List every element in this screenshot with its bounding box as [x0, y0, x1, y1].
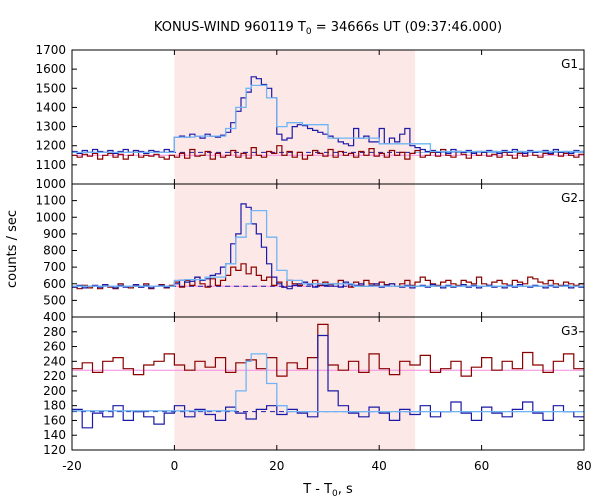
burst-interval-highlight — [174, 50, 416, 184]
y-tick-label: 240 — [43, 354, 66, 368]
y-tick-label: 1200 — [35, 139, 66, 153]
x-tick-label: 20 — [269, 459, 284, 473]
y-tick-label: 1400 — [35, 100, 66, 114]
series-red-histogram — [72, 145, 584, 160]
x-tick-label: 40 — [372, 459, 387, 473]
burst-interval-highlight — [174, 184, 416, 317]
plot-area — [72, 323, 584, 429]
chart-title-main: KONUS-WIND 960119 T — [154, 20, 306, 35]
y-tick-label: 160 — [43, 413, 66, 427]
panels-group: 10001100120013001400150016001700G1400500… — [35, 43, 591, 473]
panel-g2: 400 500 600 700 800 900 1000 1100 G2 — [35, 183, 585, 324]
y-tick-label: 220 — [43, 369, 66, 383]
y-tick-label: 1500 — [35, 81, 66, 95]
y-tick-label: 600 — [43, 277, 66, 291]
y-tick-label: 700 — [43, 260, 66, 274]
x-axis-label-main: T - T — [302, 482, 332, 497]
y-tick-label: 900 — [43, 227, 66, 241]
y-tick-label: 120 — [43, 443, 66, 457]
y-tick-label: 1100 — [35, 158, 66, 172]
burst-interval-highlight — [174, 317, 416, 450]
panel-label: G3 — [561, 324, 578, 338]
series-model-fit — [72, 209, 584, 287]
panel-label: G1 — [561, 57, 578, 71]
y-tick-label: 1300 — [35, 120, 66, 134]
chart-title: KONUS-WIND 960119 T0 = 34666s UT (09:37:… — [154, 20, 502, 37]
y-tick-label: 1600 — [35, 62, 66, 76]
panel-frame — [71, 316, 585, 451]
y-tick-label: 800 — [43, 244, 66, 258]
x-axis-label: T - T0, s — [302, 482, 353, 499]
series-blue-histogram — [72, 334, 584, 429]
y-tick-label: 180 — [43, 399, 66, 413]
y-tick-label: 1000 — [35, 177, 66, 191]
y-tick-label: 200 — [43, 384, 66, 398]
y-tick-label: 400 — [43, 310, 66, 324]
series-model-fit — [72, 84, 584, 154]
panel-g1: 1000 1100 1200 1300 1400 1500 1600 1700 G1 — [35, 43, 585, 191]
y-tick-label: 1100 — [35, 194, 66, 208]
y-axis-label: counts / sec — [5, 210, 20, 288]
chart-title-tail: = 34666s UT (09:37:46.000) — [312, 20, 502, 35]
y-tick-label: 140 — [43, 428, 66, 442]
plot-area — [72, 76, 584, 160]
plot-area — [72, 203, 584, 290]
x-tick-label: -20 — [62, 459, 82, 473]
series-model-fit — [72, 353, 584, 413]
y-tick-label: 260 — [43, 340, 66, 354]
panel-label: G2 — [561, 191, 578, 205]
x-tick-label: 0 — [171, 459, 179, 473]
chart-title-subscript: 0 — [306, 27, 312, 37]
y-tick-label: 1000 — [35, 210, 66, 224]
x-axis-label-tail: , s — [338, 482, 353, 497]
y-tick-label: 500 — [43, 293, 66, 307]
y-tick-label: 1700 — [35, 43, 66, 57]
x-axis-label-subscript: 0 — [332, 489, 338, 499]
y-tick-label: 280 — [43, 325, 66, 339]
x-tick-label: 60 — [474, 459, 489, 473]
x-tick-label: 80 — [576, 459, 591, 473]
